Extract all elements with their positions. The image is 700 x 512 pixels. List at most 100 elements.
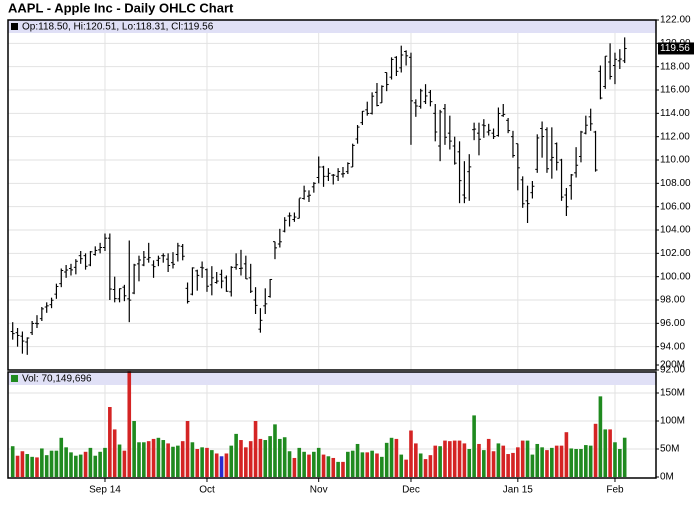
y-tick-label: 100M — [660, 416, 685, 427]
volume-bar — [312, 451, 316, 477]
volume-bar — [35, 457, 39, 477]
y-tick-label: 92.00 — [660, 365, 685, 376]
last-price-tag — [658, 42, 694, 55]
volume-bar — [365, 452, 370, 477]
volume-bar — [516, 447, 520, 477]
volume-header — [8, 372, 656, 385]
volume-bar — [603, 429, 608, 477]
chart-title: AAPL - Apple Inc - Daily OHLC Chart — [8, 0, 234, 15]
y-tick-label: 98.00 — [660, 295, 685, 306]
volume-bar — [59, 437, 64, 477]
volume-bar — [448, 441, 452, 477]
volume-bar — [40, 448, 44, 477]
price-frame — [7, 19, 657, 371]
y-tick-label: 116.00 — [660, 85, 690, 96]
volume-bar — [224, 453, 229, 477]
volume-bar — [146, 441, 151, 477]
volume-bar — [234, 433, 238, 477]
volume-bar — [287, 451, 292, 477]
volume-bar — [127, 371, 132, 477]
volume-bar — [20, 451, 25, 477]
y-tick-label: 102.00 — [660, 248, 691, 259]
volume-legend-swatch — [11, 375, 18, 382]
volume-bar — [346, 451, 350, 477]
volume-bar — [491, 451, 496, 477]
volume-bar — [535, 443, 540, 477]
volume-bar — [457, 440, 462, 477]
volume-bar — [350, 450, 355, 477]
volume-bar — [336, 461, 340, 477]
volume-bar — [176, 445, 180, 477]
y-tick-label: 118.00 — [660, 61, 690, 72]
x-tick-label: Feb — [606, 485, 624, 496]
volume-bar — [618, 449, 622, 477]
volume-bar — [477, 443, 481, 477]
volume-bar — [496, 443, 501, 477]
volume-bar — [569, 448, 574, 477]
y-tick-label: 50M — [660, 444, 679, 455]
volume-bar — [467, 449, 472, 477]
volume-bar — [69, 452, 73, 477]
volume-bar — [229, 445, 234, 477]
volume-legend: Vol: 70,149,696 — [22, 374, 92, 385]
volume-bar — [64, 447, 68, 477]
volume-bar — [559, 445, 564, 477]
volume-bar — [433, 445, 438, 477]
volume-bar — [185, 421, 190, 477]
y-tick-label: 108.00 — [660, 178, 691, 189]
y-tick-label: 96.00 — [660, 318, 685, 329]
marks — [10, 37, 627, 477]
volume-bar — [142, 442, 146, 477]
volume-bar — [414, 443, 418, 477]
volume-bar — [93, 455, 98, 477]
volume-bar — [88, 447, 93, 477]
y-tick-label: 94.00 — [660, 341, 685, 352]
volume-bar — [438, 446, 442, 477]
volume-bar — [423, 459, 428, 477]
volume-bar — [151, 438, 156, 477]
volume-bar — [370, 450, 374, 477]
volume-bar — [355, 443, 360, 477]
x-tick-label: Dec — [402, 485, 420, 496]
volume-frame — [7, 371, 657, 479]
volume-bar — [588, 445, 593, 477]
y-tick-label: 150M — [660, 388, 685, 399]
volume-bar — [180, 441, 185, 477]
volume-bar — [205, 447, 209, 477]
volume-bar — [380, 456, 384, 477]
volume-bar — [472, 415, 476, 477]
volume-bar — [171, 446, 175, 477]
volume-bar — [278, 438, 282, 477]
y-tick-label: 200M — [660, 360, 685, 371]
volume-bar — [418, 453, 423, 477]
volume-bar — [443, 440, 447, 477]
volume-bar — [112, 429, 117, 477]
volume-bar — [103, 447, 107, 477]
volume-bar — [540, 447, 544, 477]
volume-bar — [195, 449, 200, 477]
volume-bar — [137, 442, 141, 477]
volume-bar — [166, 443, 170, 477]
volume-bar — [550, 447, 554, 477]
volume-bar — [501, 445, 506, 477]
y-tick-label: 122.00 — [660, 15, 691, 26]
last-price-label: 119.56 — [660, 43, 690, 54]
volume-bar — [554, 445, 559, 477]
volume-bar — [545, 450, 549, 477]
volume-bar — [622, 437, 627, 477]
volume-bar — [574, 449, 578, 477]
volume-bar — [258, 438, 263, 477]
volume-bar — [409, 430, 413, 477]
y-tick-label: 110.00 — [660, 155, 690, 166]
volume-bar — [428, 455, 433, 477]
volume-bar — [404, 459, 408, 477]
price-legend-swatch — [11, 23, 18, 30]
volume-bar — [263, 440, 268, 477]
volume-bar — [78, 454, 83, 477]
volume-bar — [214, 453, 219, 477]
volume-bar — [253, 421, 258, 477]
volume-bar — [210, 450, 214, 477]
y-tick-label: 100.00 — [660, 271, 691, 282]
grid — [8, 19, 659, 482]
volume-bar — [598, 396, 603, 477]
